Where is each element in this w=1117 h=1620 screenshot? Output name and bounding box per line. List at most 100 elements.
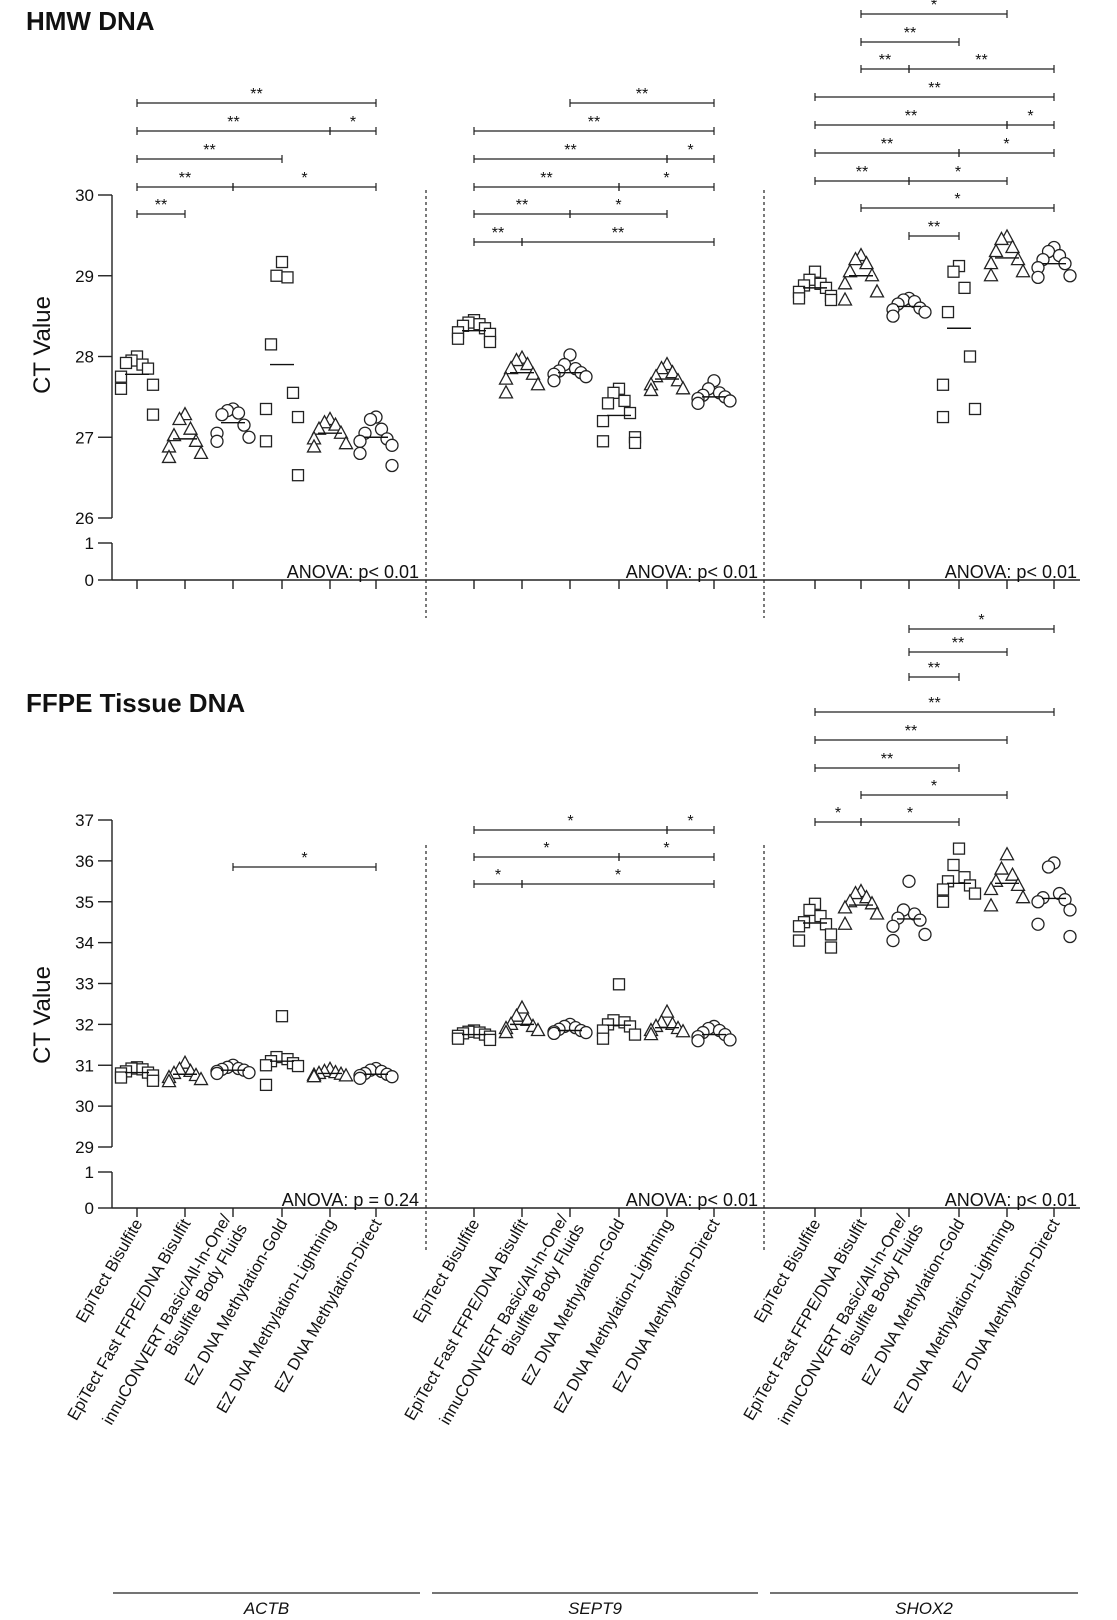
y-tick-label: 30: [75, 186, 94, 205]
data-point-circle: [215, 407, 229, 422]
data-point-triangle: [837, 291, 853, 306]
data-point-square: [936, 378, 950, 391]
significance-bracket: *: [1006, 108, 1055, 129]
significance-label: *: [1003, 136, 1009, 153]
significance-label: **: [905, 108, 917, 125]
significance-bracket: *: [666, 813, 715, 834]
y-tick-label: 30: [75, 1097, 94, 1116]
significance-bracket: **: [814, 164, 910, 185]
significance-bracket: *: [618, 170, 715, 191]
data-point-square: [941, 305, 955, 319]
significance-label: **: [952, 635, 964, 652]
significance-bracket: **: [521, 225, 715, 246]
y-tick-label: 1: [85, 534, 94, 553]
data-point-square: [952, 842, 966, 855]
gene-sept9: ANOVA: p< 0.01** **** *** *** *****: [451, 86, 758, 589]
data-point-square: [259, 402, 273, 416]
data-point-square: [596, 1032, 610, 1045]
data-point-square: [607, 386, 620, 399]
significance-bracket: **: [908, 635, 1008, 656]
data-point-square: [259, 435, 273, 448]
significance-bracket: **: [473, 142, 668, 163]
data-point-square: [146, 1074, 160, 1087]
data-point-circle: [1063, 269, 1077, 283]
significance-label: **: [492, 225, 504, 242]
data-point-square: [275, 1010, 289, 1023]
panel-title: FFPE Tissue DNA: [26, 688, 245, 718]
data-point-triangle: [508, 1007, 525, 1022]
significance-bracket: **: [908, 219, 960, 240]
significance-bracket: **: [569, 86, 715, 107]
gene-name: SEPT9: [568, 1599, 622, 1618]
data-point-triangle: [1015, 889, 1031, 904]
data-point-square: [958, 281, 971, 295]
y-tick-label: 36: [75, 852, 94, 871]
data-point-circle: [1031, 270, 1045, 285]
data-point-triangle: [161, 449, 177, 464]
data-point-circle: [691, 1034, 705, 1048]
data-point-circle: [1063, 929, 1077, 944]
significance-bracket: **: [908, 660, 960, 681]
significance-bracket: *: [860, 0, 1008, 18]
data-point-square: [968, 887, 982, 900]
significance-label: *: [931, 778, 937, 795]
significance-bracket: *: [232, 850, 377, 871]
significance-bracket: **: [814, 80, 1055, 101]
significance-bracket: *: [908, 612, 1055, 633]
data-point-triangle: [675, 1023, 691, 1038]
data-point-square: [968, 402, 982, 416]
significance-label: *: [687, 813, 693, 830]
data-point-triangle: [311, 420, 327, 435]
anova-label: ANOVA: p< 0.01: [945, 562, 1077, 582]
significance-label: **: [856, 164, 868, 181]
significance-label: *: [567, 813, 573, 830]
data-point-circle: [242, 1065, 256, 1080]
data-point-square: [281, 271, 294, 284]
data-point-square: [259, 1059, 273, 1072]
significance-bracket: *: [473, 867, 523, 888]
anova-label: ANOVA: p< 0.01: [626, 562, 758, 582]
data-point-square: [146, 378, 160, 391]
significance-bracket: **: [473, 197, 571, 218]
anova-label: ANOVA: p = 0.24: [282, 1190, 419, 1210]
significance-label: *: [543, 840, 549, 857]
gene-shox2: ANOVA: p< 0.01***** *** *** ***** *****: [792, 0, 1077, 589]
data-point-triangle: [837, 915, 853, 930]
y-axis-label: CT Value: [29, 296, 56, 394]
data-point-circle: [547, 1026, 561, 1041]
significance-label: *: [954, 191, 960, 208]
significance-label: **: [928, 80, 940, 97]
data-point-circle: [918, 927, 932, 942]
data-point-square: [601, 397, 615, 410]
data-point-circle: [579, 1025, 593, 1040]
significance-label: **: [879, 52, 891, 69]
data-point-circle: [1031, 895, 1045, 909]
y-tick-label: 31: [75, 1056, 94, 1075]
significance-label: **: [928, 695, 940, 712]
data-point-triangle: [188, 432, 204, 447]
significance-label: **: [540, 170, 552, 187]
significance-bracket: **: [908, 52, 1055, 73]
data-point-triangle: [653, 360, 670, 375]
data-point-circle: [385, 1070, 399, 1084]
data-point-square: [146, 408, 160, 421]
data-point-triangle: [498, 384, 514, 399]
significance-label: **: [612, 225, 624, 242]
data-point-triangle: [837, 275, 853, 290]
data-point-triangle: [519, 356, 536, 371]
data-point-circle: [242, 430, 256, 444]
data-point-triangle: [869, 905, 885, 920]
data-point-circle: [547, 374, 561, 388]
significance-bracket: *: [908, 164, 1008, 185]
data-point-circle: [210, 434, 224, 448]
gene-sept9: ANOVA: p< 0.01 * * * * * *: [451, 813, 758, 1217]
data-point-circle: [886, 309, 900, 323]
data-point-triangle: [675, 380, 691, 395]
data-point-circle: [723, 394, 737, 408]
data-point-square: [114, 1071, 128, 1084]
significance-bracket: **: [473, 225, 523, 246]
data-point-triangle: [338, 1067, 354, 1082]
significance-label: **: [203, 142, 215, 159]
data-point-square: [623, 406, 637, 420]
